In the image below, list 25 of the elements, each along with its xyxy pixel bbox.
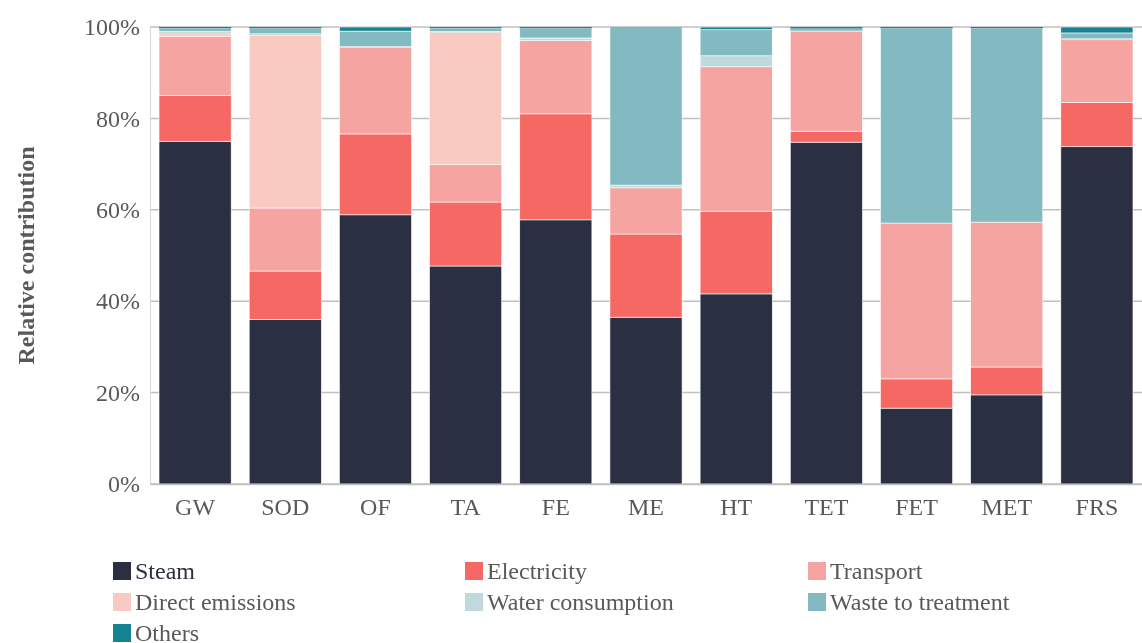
x-tick-label: TET: [804, 494, 849, 521]
y-tick-label: 80%: [96, 105, 140, 132]
y-axis-title: Relative contribution: [13, 146, 39, 365]
legend-label: Transport: [830, 558, 923, 584]
y-tick-label: 100%: [84, 14, 140, 41]
legend-label: Direct emissions: [135, 589, 296, 615]
legend-label: Water consumption: [487, 589, 674, 615]
text: Steam: [135, 558, 196, 584]
x-tick-label: GW: [175, 494, 216, 521]
x-tick-label: HT: [720, 494, 753, 521]
x-tick-label: ME: [628, 494, 664, 521]
y-tick-label: 20%: [96, 379, 140, 406]
x-tick-label: MET: [981, 494, 1033, 521]
x-tick-label: FET: [895, 494, 939, 521]
legend-label: Others: [135, 620, 199, 643]
legend-label: Waste to treatment: [830, 589, 1010, 615]
x-tick-label: FRS: [1075, 494, 1119, 521]
x-tick-label: OF: [360, 494, 391, 521]
x-tick-label: FE: [541, 494, 570, 521]
y-tick-label: 0%: [108, 471, 140, 498]
legend-label: Electricity: [487, 558, 587, 584]
y-tick-label: 40%: [96, 288, 140, 315]
x-tick-label: TA: [450, 494, 482, 521]
y-tick-label: 60%: [96, 196, 140, 223]
x-tick-label: SOD: [261, 494, 310, 521]
